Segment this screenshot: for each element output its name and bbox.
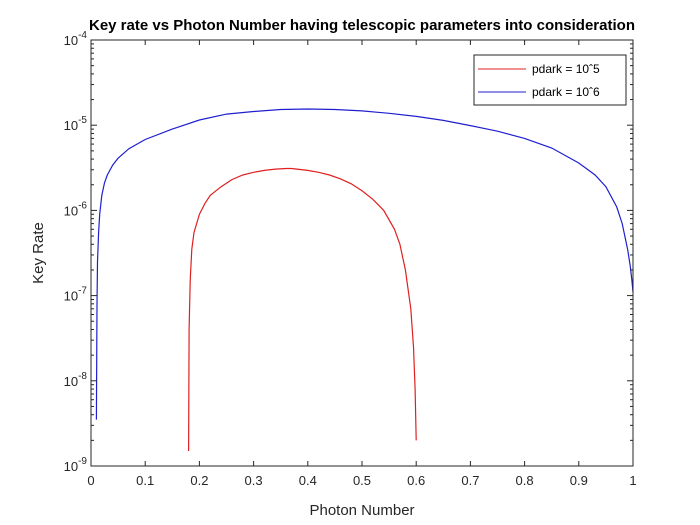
series-line-2 [95, 108, 634, 420]
legend-label-series-2: pdark = 10ˆ6 [532, 85, 600, 99]
y-tick-label: 10-4 [64, 30, 88, 48]
y-axis-ticks: 10-9 10-8 10-7 10-6 10-5 10-4 [64, 30, 633, 474]
x-tick-label: 0.6 [407, 473, 425, 488]
y-tick-label: 10-6 [64, 200, 88, 218]
y-tick-label: 10-8 [64, 371, 88, 389]
x-axis-label: Photon Number [309, 502, 414, 519]
legend: pdark = 10ˆ5 pdark = 10ˆ6 [473, 54, 627, 106]
y-tick-label: 10-5 [64, 115, 88, 133]
chart-title: Key rate vs Photon Number having telesco… [89, 17, 635, 34]
x-tick-label: 0 [87, 473, 94, 488]
x-tick-label: 0.4 [299, 473, 317, 488]
x-tick-label: 0.1 [136, 473, 154, 488]
x-tick-label: 0.7 [461, 473, 479, 488]
x-axis-ticks: 0 0.1 0.2 0.3 0.4 0.5 0.6 0.7 0.8 0.9 1 [87, 40, 637, 488]
y-tick-label: 10-9 [64, 456, 88, 474]
y-axis-label: Key Rate [30, 222, 47, 284]
series-layer [95, 108, 634, 452]
x-tick-label: 0.9 [570, 473, 588, 488]
x-tick-label: 0.3 [245, 473, 263, 488]
legend-box [473, 54, 627, 106]
legend-label-series-1: pdark = 10ˆ5 [532, 62, 600, 76]
x-tick-label: 0.8 [516, 473, 534, 488]
series-line-1 [188, 167, 417, 452]
x-tick-label: 1 [629, 473, 636, 488]
y-tick-label: 10-7 [64, 286, 88, 304]
x-tick-label: 0.5 [353, 473, 371, 488]
x-tick-label: 0.2 [190, 473, 208, 488]
